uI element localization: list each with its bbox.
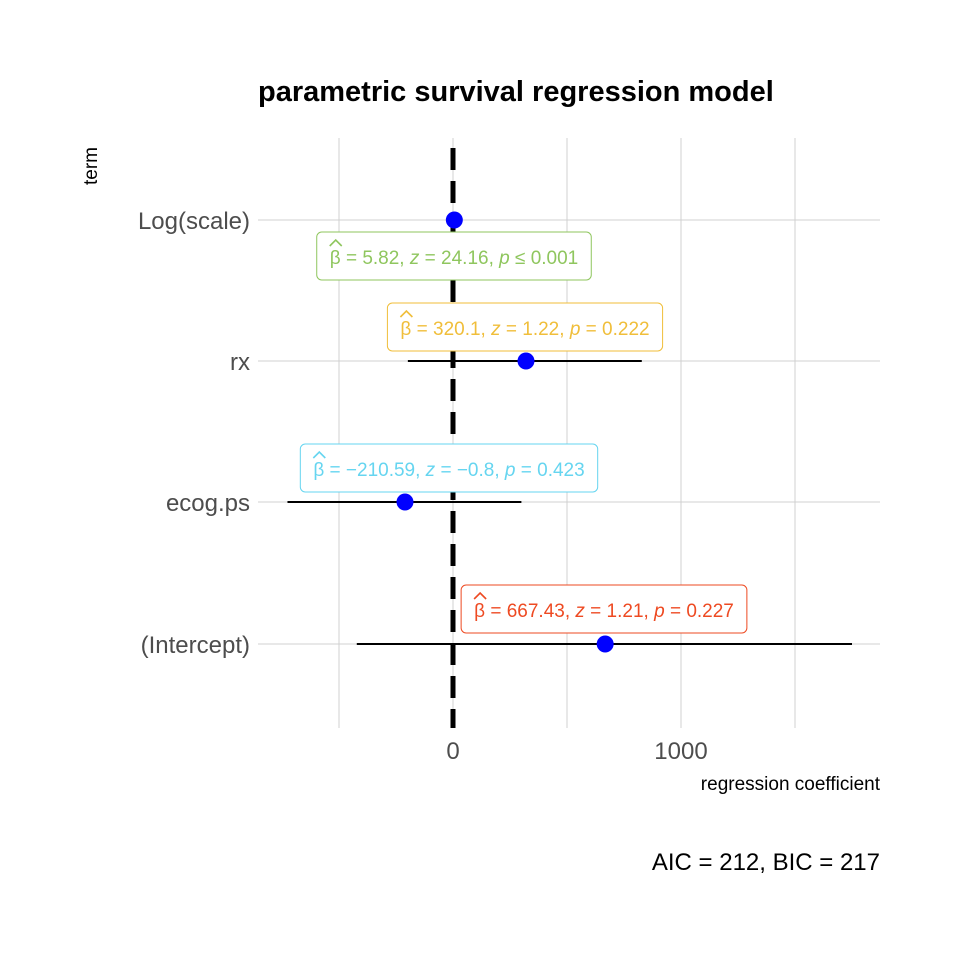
stat-label-text: β = −210.59, z = −0.8, p = 0.423 [313,460,584,481]
grid-layer [258,138,880,728]
x-tick-label: 1000 [654,738,707,765]
estimate-point [517,352,535,370]
stat-label-text: β = 667.43, z = 1.21, p = 0.227 [474,601,734,622]
estimate-point [396,493,414,511]
y-axis-label: term [81,147,102,185]
stat-label-box [386,302,664,352]
x-tick-layer: 0 1000 [446,738,707,765]
chart-title: parametric survival regression model [258,76,774,108]
beta-hat-mark [312,450,326,459]
stat-label: β = 320.1, z = 1.22, p = 0.222 [386,302,664,352]
stat-label-box [299,443,599,493]
estimate-point [445,211,463,229]
chart-caption: AIC = 212, BIC = 217 [652,849,880,876]
stat-label: β = −210.59, z = −0.8, p = 0.423 [299,443,599,493]
y-tick-label: (Intercept) [141,632,250,659]
y-tick-label: Log(scale) [138,208,250,235]
stat-label-text: β = 5.82, z = 24.16, p ≤ 0.001 [330,248,579,269]
estimate-point [596,635,614,653]
y-tick-layer: Log(scale) rx ecog.ps (Intercept) [138,208,250,659]
y-tick-label: ecog.ps [166,490,250,517]
beta-hat-mark [473,591,487,600]
label-layer: β = 5.82, z = 24.16, p ≤ 0.001 β = 320.1,… [299,231,748,634]
y-tick-label: rx [230,349,250,376]
stat-label-box [460,584,748,634]
stat-label-text: β = 320.1, z = 1.22, p = 0.222 [400,319,649,340]
stat-label: β = 667.43, z = 1.21, p = 0.227 [460,584,748,634]
point-layer [396,211,614,653]
x-axis-label: regression coefficient [701,774,881,795]
beta-hat-mark [399,309,413,318]
stat-label-box [316,231,592,281]
stat-label: β = 5.82, z = 24.16, p ≤ 0.001 [316,231,592,281]
x-tick-label: 0 [446,738,459,765]
beta-hat-mark [329,238,343,247]
